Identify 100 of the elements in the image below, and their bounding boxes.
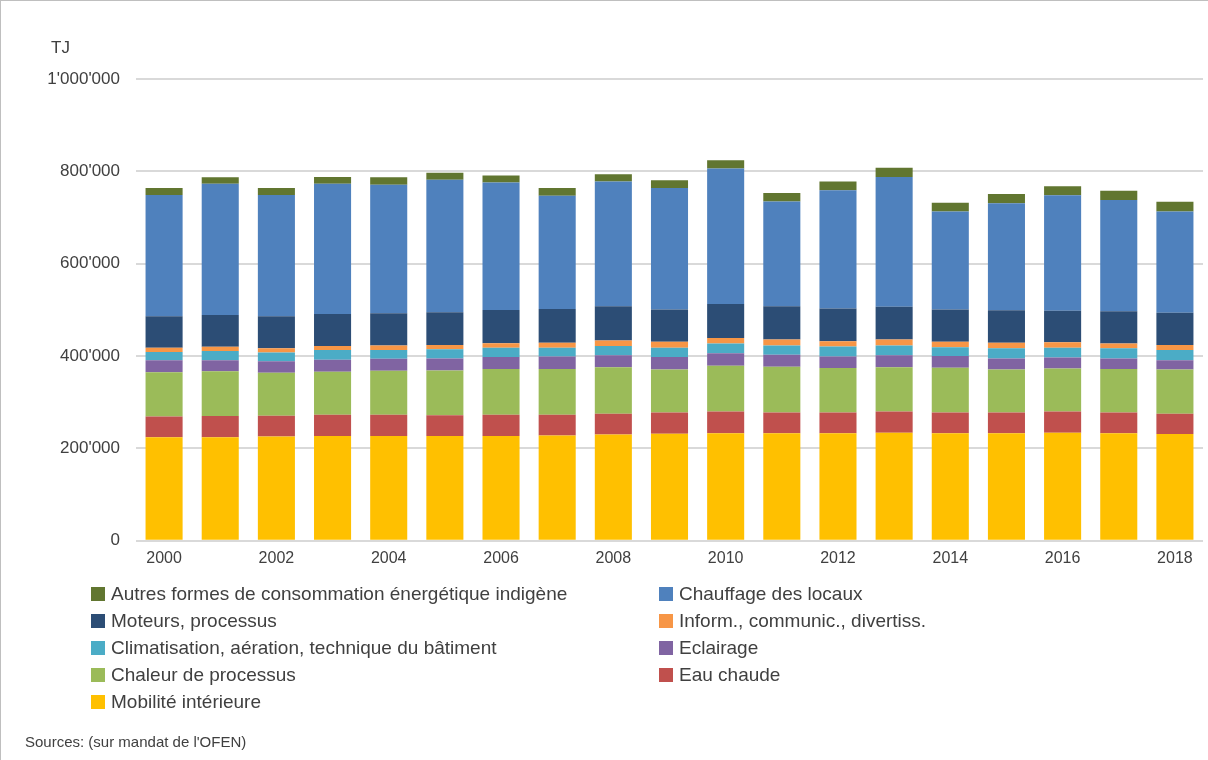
bar: [314, 345, 352, 351]
bar: [650, 309, 689, 342]
bar: [538, 195, 576, 309]
bar: [594, 181, 632, 307]
bar: [426, 415, 464, 436]
bar: [875, 339, 913, 346]
bar: [819, 412, 857, 434]
bar: [314, 314, 352, 346]
bar: [314, 359, 352, 372]
bar: [987, 412, 1025, 434]
bar: [314, 435, 352, 540]
bar: [707, 168, 745, 304]
bar: [931, 202, 969, 212]
y-tick-label: 0: [110, 530, 120, 550]
bar: [1156, 413, 1194, 435]
bar: [875, 167, 913, 177]
bar: [1044, 342, 1082, 348]
bar: [1100, 358, 1138, 370]
bar: [314, 414, 352, 436]
bar: [763, 339, 801, 346]
bar: [594, 355, 632, 368]
bar: [650, 412, 689, 434]
bar: [1100, 433, 1138, 540]
bar: [819, 181, 857, 191]
bar: [538, 369, 576, 415]
y-tick-label: 1'000'000: [47, 68, 120, 88]
bar: [763, 306, 801, 340]
bar: [145, 194, 183, 317]
bar: [819, 356, 857, 369]
bar: [1044, 195, 1082, 311]
bar: [1156, 201, 1194, 212]
bar: [594, 367, 632, 414]
bar: [482, 309, 520, 344]
bar: [426, 370, 464, 416]
bar: [594, 434, 632, 540]
bar: [1100, 412, 1138, 434]
bar: [314, 350, 352, 360]
legend-label: Mobilité intérieure: [111, 690, 261, 713]
bar: [201, 183, 239, 315]
legend-label: Chaleur de processus: [111, 663, 296, 686]
bar: [1156, 369, 1194, 414]
bar: [987, 310, 1025, 343]
bar: [819, 190, 857, 309]
bar: [707, 343, 745, 354]
legend-label: Climatisation, aération, technique du bâtiment: [111, 636, 497, 659]
bar: [763, 354, 801, 367]
bar: [763, 193, 801, 202]
bar: [201, 177, 239, 184]
bar: [763, 366, 801, 413]
bar: [987, 358, 1025, 370]
bar: [426, 358, 464, 371]
bar: [931, 433, 969, 540]
bar: [257, 415, 295, 437]
x-tick-label: 2004: [370, 548, 407, 566]
bar: [707, 160, 745, 169]
bar: [650, 187, 689, 310]
bar: [594, 345, 632, 356]
bar: [201, 351, 239, 361]
x-tick-label: 2008: [595, 548, 632, 566]
bar: [370, 313, 408, 346]
bar: [314, 176, 352, 184]
bar: [931, 309, 969, 342]
bar: [931, 347, 969, 357]
bar: [482, 369, 520, 415]
y-tick-label: 200'000: [60, 438, 120, 458]
bar: [931, 356, 969, 368]
bar: [707, 353, 745, 366]
bar: [1156, 312, 1194, 345]
bar: [145, 416, 183, 438]
legend-label: Inform., communic., divertiss.: [679, 609, 927, 632]
bar: [1156, 345, 1194, 351]
bar: [650, 357, 689, 370]
bar: [987, 369, 1025, 413]
bar: [875, 345, 913, 356]
bar: [482, 343, 520, 348]
y-tick-label: 600'000: [60, 253, 120, 273]
bar: [426, 435, 464, 540]
bar: [650, 369, 689, 413]
bar: [370, 358, 408, 371]
bar: [707, 303, 745, 339]
bar: [538, 187, 576, 196]
legend-label: Autres formes de consommation énergétique indigène: [111, 582, 568, 605]
bar: [370, 345, 408, 351]
bar: [819, 433, 857, 540]
bar: [257, 348, 295, 353]
bar: [594, 306, 632, 341]
bar: [145, 351, 183, 361]
bar: [1156, 211, 1194, 313]
bar: [426, 345, 464, 350]
legend-label: Chauffage des locaux: [679, 582, 863, 605]
bar: [819, 346, 857, 357]
bar: [707, 433, 745, 540]
bar: [482, 357, 520, 370]
bar: [1100, 348, 1138, 359]
bar: [594, 174, 632, 182]
bar: [257, 187, 295, 195]
source-note: Sources: (sur mandat de l'OFEN): [25, 733, 247, 750]
bar: [145, 347, 183, 352]
bar: [763, 412, 801, 434]
bar: [931, 412, 969, 434]
